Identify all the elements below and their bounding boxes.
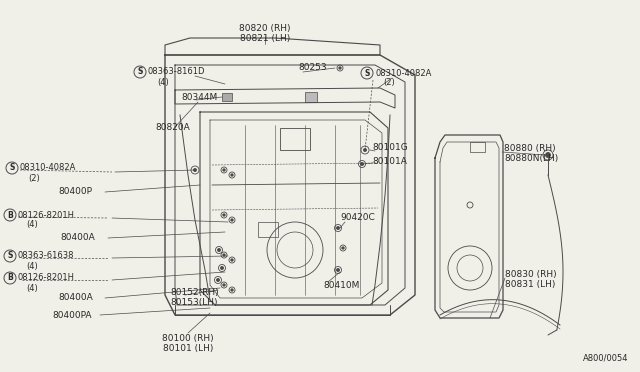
Text: 80820A: 80820A (155, 122, 189, 131)
Text: 80410M: 80410M (323, 280, 360, 289)
Text: 08310-4082A: 08310-4082A (20, 164, 76, 173)
Bar (258, 222, 278, 237)
Circle shape (342, 247, 344, 249)
Text: 80253: 80253 (298, 64, 326, 73)
Text: 80821 (LH): 80821 (LH) (240, 33, 290, 42)
Text: 08126-8201H: 08126-8201H (18, 273, 75, 282)
Text: (4): (4) (26, 262, 38, 270)
Circle shape (339, 67, 341, 69)
Text: (4): (4) (157, 77, 169, 87)
Text: 80100 (RH): 80100 (RH) (162, 334, 214, 343)
Circle shape (231, 289, 233, 291)
Text: 80400PA: 80400PA (52, 311, 92, 320)
Bar (280, 128, 310, 150)
Bar (222, 93, 232, 101)
Text: S: S (10, 164, 15, 173)
Circle shape (231, 259, 233, 261)
Circle shape (364, 148, 367, 151)
Text: 80344M: 80344M (181, 93, 217, 102)
Circle shape (360, 163, 364, 166)
Circle shape (223, 214, 225, 216)
Text: 08310-4082A: 08310-4082A (375, 68, 431, 77)
Text: 80101 (LH): 80101 (LH) (163, 343, 213, 353)
Text: 08126-8201H: 08126-8201H (18, 211, 75, 219)
Text: (4): (4) (26, 283, 38, 292)
Text: 90420C: 90420C (340, 214, 375, 222)
Bar (305, 92, 317, 102)
Text: 80820 (RH): 80820 (RH) (239, 23, 291, 32)
Text: 80153(LH): 80153(LH) (170, 298, 218, 307)
Text: B: B (7, 273, 13, 282)
Circle shape (337, 227, 339, 230)
Text: B: B (7, 211, 13, 219)
Text: 80152(RH): 80152(RH) (170, 288, 219, 296)
Circle shape (231, 174, 233, 176)
Text: 08363-61638: 08363-61638 (18, 251, 74, 260)
Circle shape (223, 284, 225, 286)
Text: 80830 (RH): 80830 (RH) (505, 270, 557, 279)
Text: 80400A: 80400A (58, 294, 93, 302)
Circle shape (545, 153, 550, 157)
Text: (4): (4) (26, 221, 38, 230)
Text: A800/0054: A800/0054 (582, 353, 628, 362)
Text: 80101G: 80101G (372, 144, 408, 153)
Circle shape (221, 266, 223, 269)
Text: S: S (138, 67, 143, 77)
Text: 80880N(LH): 80880N(LH) (504, 154, 558, 163)
Circle shape (337, 269, 339, 272)
Text: 80880 (RH): 80880 (RH) (504, 144, 556, 153)
Text: 80400P: 80400P (58, 187, 92, 196)
Text: S: S (7, 251, 13, 260)
Text: 80101A: 80101A (372, 157, 407, 167)
Circle shape (218, 248, 221, 251)
Text: (2): (2) (383, 78, 395, 87)
Text: S: S (364, 68, 370, 77)
Text: 08363-8161D: 08363-8161D (148, 67, 205, 77)
Bar (470, 142, 485, 152)
Circle shape (216, 279, 220, 282)
Circle shape (231, 219, 233, 221)
Circle shape (223, 169, 225, 171)
Text: 80400A: 80400A (60, 234, 95, 243)
Circle shape (223, 254, 225, 256)
Circle shape (193, 169, 196, 171)
Text: 80831 (LH): 80831 (LH) (505, 280, 556, 289)
Text: (2): (2) (28, 173, 40, 183)
